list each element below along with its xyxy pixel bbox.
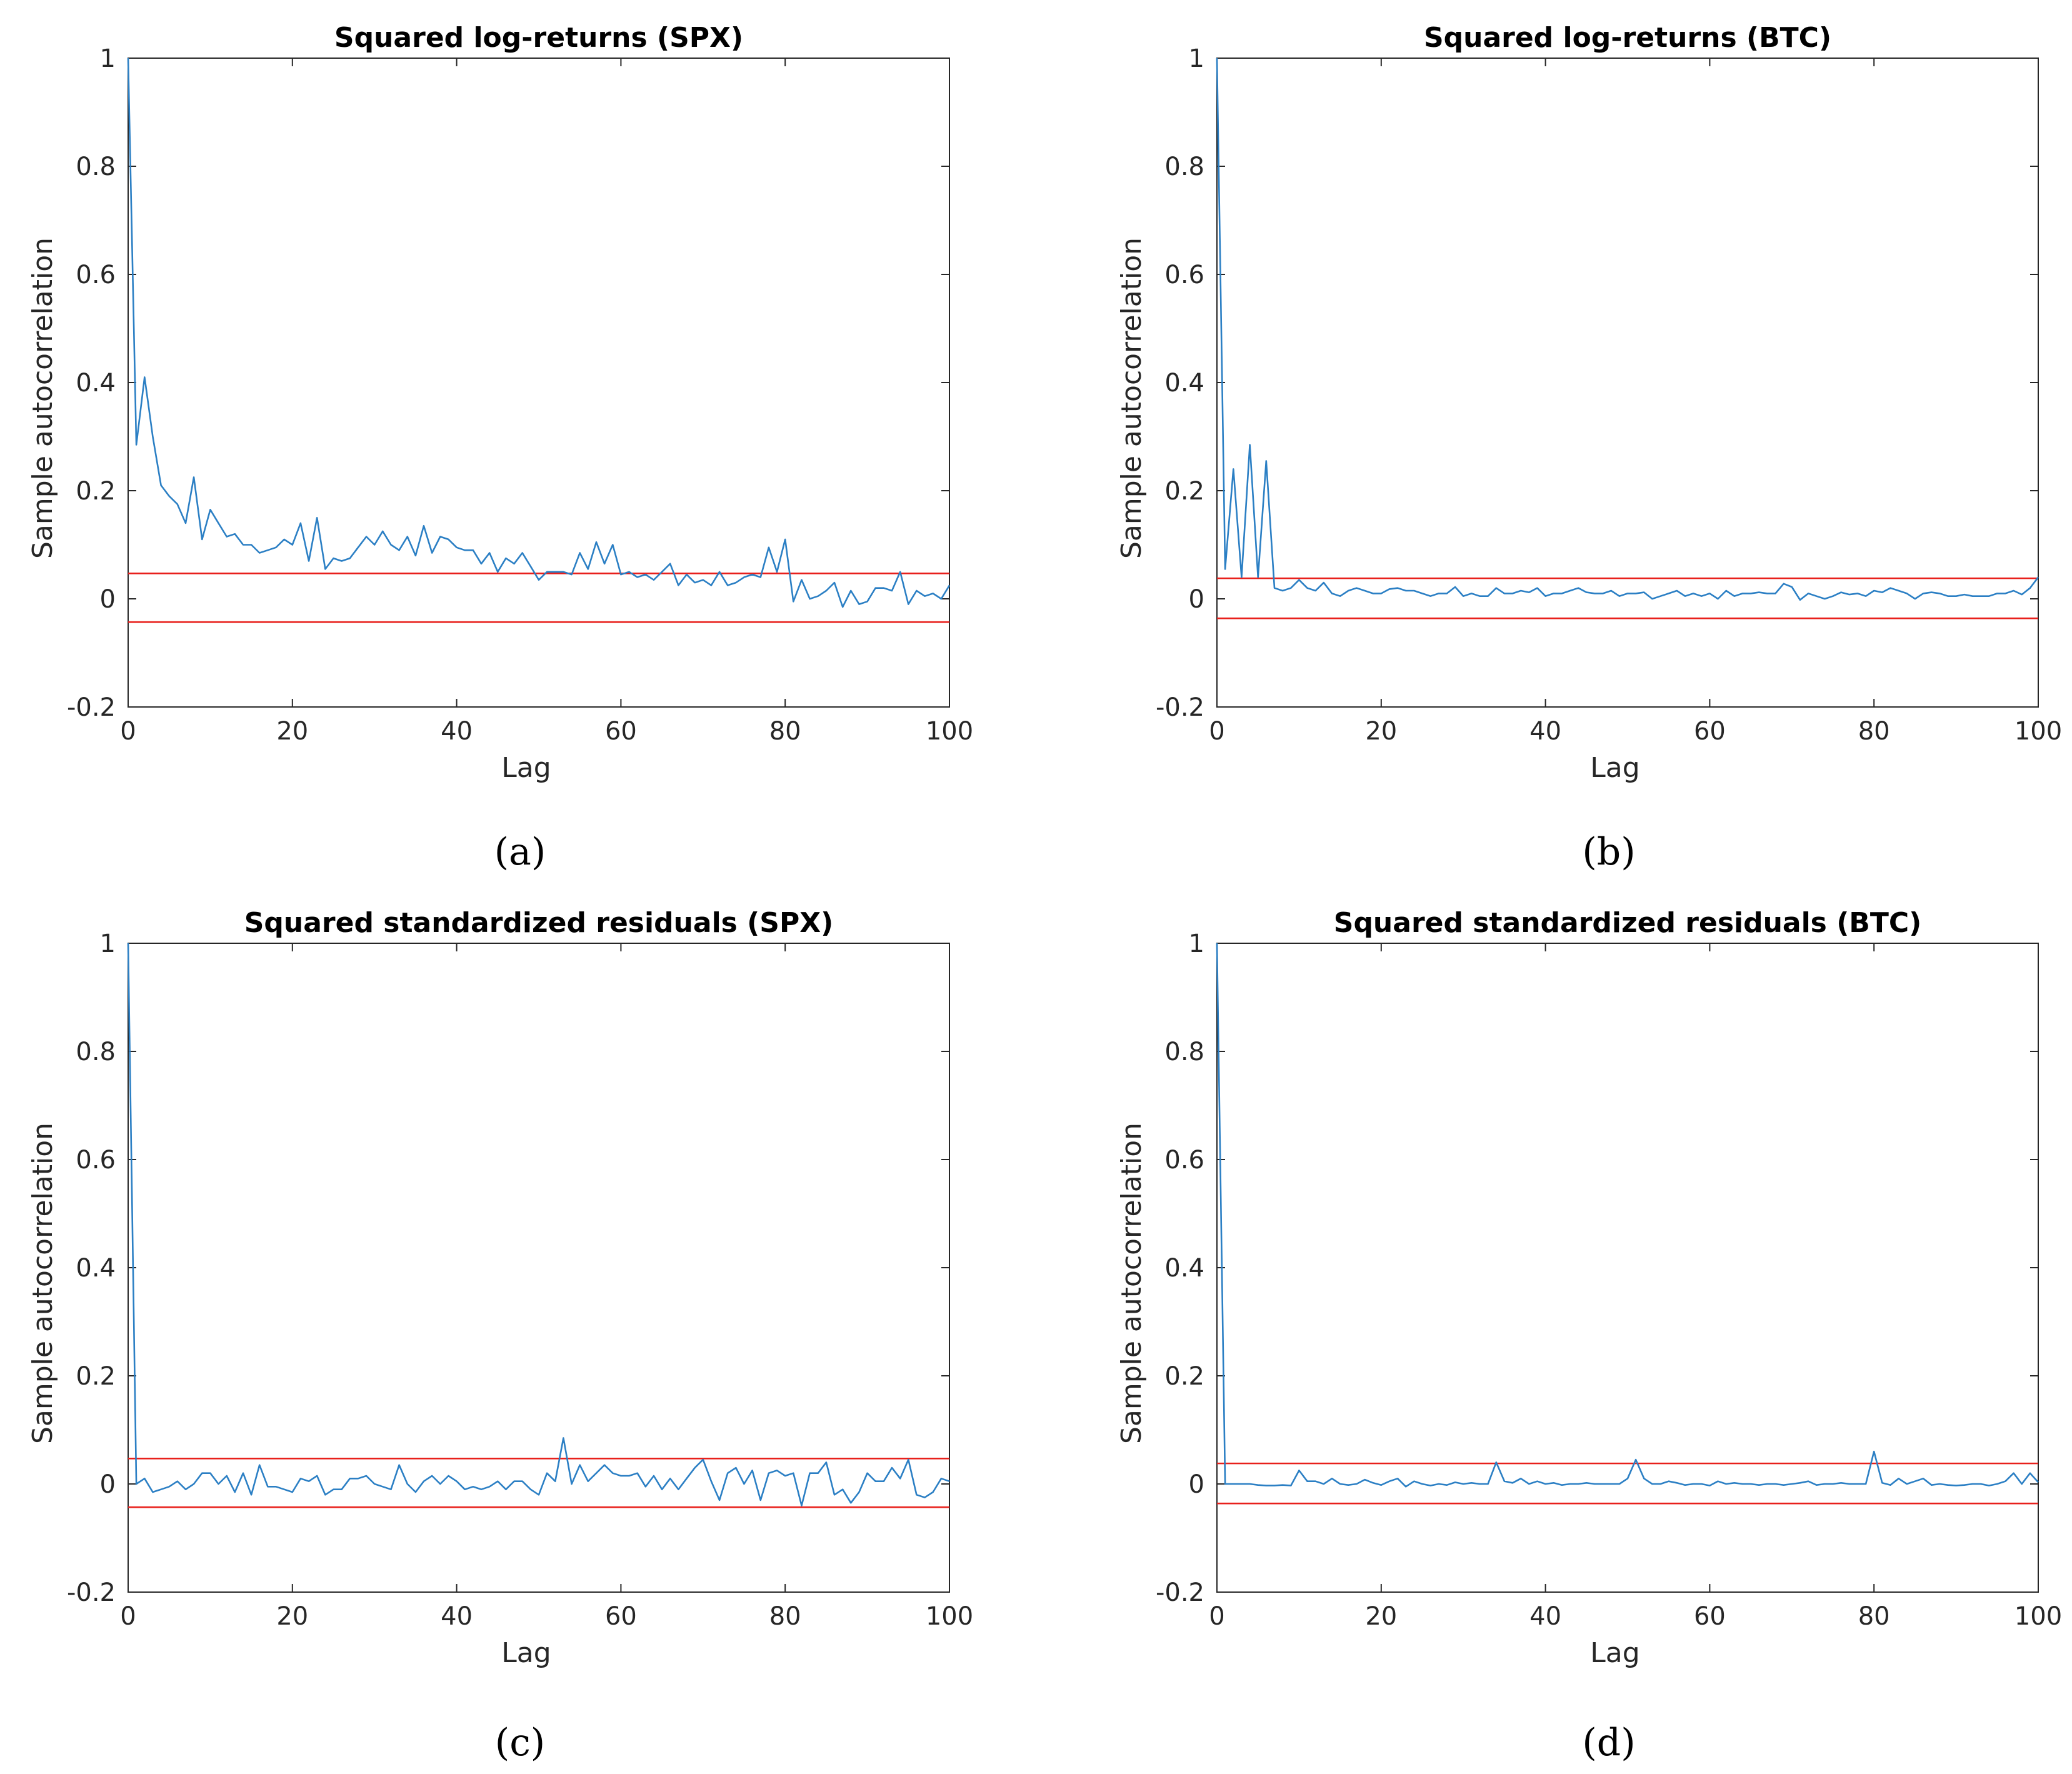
panel-a-y-tick-label: 0 bbox=[100, 585, 116, 614]
panel-a-y-tick-label: 0.2 bbox=[76, 477, 116, 506]
panel-b-x-axis-label: Lag bbox=[1590, 752, 1639, 784]
panel-b-y-tick-label: 0.2 bbox=[1164, 477, 1204, 506]
panel-a-acf-series-line bbox=[127, 58, 951, 608]
panel-b-y-tick-label: 0.4 bbox=[1164, 369, 1204, 398]
panel-d-y-tick-label: 1 bbox=[1189, 930, 1204, 958]
panel-b-y-tick-label: 0 bbox=[1189, 585, 1204, 614]
panel-c-y-axis-label: Sample autocorrelation bbox=[27, 1123, 59, 1444]
panel-d-x-tick-label: 60 bbox=[1694, 1602, 1726, 1631]
panel-a-y-tick-label: 0.4 bbox=[76, 369, 116, 398]
panel-c-y-tick-label: 0.6 bbox=[76, 1146, 116, 1175]
panel-a-x-axis-label: Lag bbox=[501, 752, 551, 784]
panel-a-x-tick-label: 20 bbox=[276, 717, 308, 746]
panel-c-acf-series-line bbox=[127, 943, 950, 1506]
panel-d-x-tick-label: 20 bbox=[1365, 1602, 1397, 1631]
panel-a-plot-frame bbox=[128, 58, 950, 708]
panel-d-x-tick-label: 80 bbox=[1858, 1602, 1890, 1631]
panel-d-y-axis-label: Sample autocorrelation bbox=[1116, 1123, 1148, 1444]
panel-a-caption: (a) bbox=[494, 830, 546, 874]
panel-a-y-tick-label: 0.6 bbox=[76, 261, 116, 289]
panel-b-y-tick-label: 0.6 bbox=[1164, 261, 1204, 289]
panel-a-x-tick-label: 40 bbox=[441, 717, 473, 746]
panel-b-x-tick-label: 20 bbox=[1365, 717, 1397, 746]
panel-d-x-tick-label: 0 bbox=[1209, 1602, 1224, 1631]
panel-c-y-tick-label: 0.2 bbox=[76, 1362, 116, 1391]
panel-a-y-tick-label: 0.8 bbox=[76, 153, 116, 181]
panel-b-x-tick-label: 0 bbox=[1209, 717, 1224, 746]
panel-a-title: Squared log-returns (SPX) bbox=[334, 22, 743, 54]
panel-d-y-tick-label: 0.4 bbox=[1164, 1254, 1204, 1283]
panel-c-x-tick-label: 60 bbox=[605, 1602, 637, 1631]
panel-b-y-tick-label: 0.8 bbox=[1164, 153, 1204, 181]
panel-b-y-tick-label: -0.2 bbox=[1156, 693, 1204, 722]
panel-c-y-tick-label: 0.8 bbox=[76, 1038, 116, 1066]
panel-d-title: Squared standardized residuals (BTC) bbox=[1334, 907, 1922, 939]
panel-d-x-axis-label: Lag bbox=[1590, 1637, 1639, 1669]
panel-b-y-tick-label: 1 bbox=[1189, 44, 1204, 73]
panel-b-y-axis-label: Sample autocorrelation bbox=[1116, 238, 1148, 559]
panel-a-y-axis-label: Sample autocorrelation bbox=[27, 238, 59, 559]
panel-d-acf-series-line bbox=[1216, 943, 2039, 1488]
panel-b-x-tick-label: 60 bbox=[1694, 717, 1726, 746]
panel-d-caption: (d) bbox=[1582, 1721, 1635, 1765]
panel-a-x-tick-label: 0 bbox=[120, 717, 136, 746]
panel-c-x-tick-label: 0 bbox=[120, 1602, 136, 1631]
panel-d-x-tick-label: 100 bbox=[2014, 1602, 2062, 1631]
panel-b-plot-frame bbox=[1216, 58, 2039, 708]
panel-a-y-tick-label: 1 bbox=[100, 44, 116, 73]
panel-b-title: Squared log-returns (BTC) bbox=[1424, 22, 1831, 54]
panel-a-x-tick-label: 100 bbox=[926, 717, 973, 746]
panel-b-acf-series-line bbox=[1216, 58, 2039, 601]
panel-c-x-tick-label: 80 bbox=[769, 1602, 801, 1631]
panel-b-caption: (b) bbox=[1582, 830, 1635, 874]
panel-d-plot-frame bbox=[1216, 943, 2039, 1593]
panel-c-y-tick-label: 0.4 bbox=[76, 1254, 116, 1283]
panel-c-x-tick-label: 40 bbox=[441, 1602, 473, 1631]
panel-c-x-axis-label: Lag bbox=[501, 1637, 551, 1669]
panel-a-x-tick-label: 80 bbox=[769, 717, 801, 746]
panel-c-caption: (c) bbox=[495, 1721, 545, 1765]
panel-c-x-tick-label: 100 bbox=[926, 1602, 973, 1631]
panel-b-x-tick-label: 100 bbox=[2014, 717, 2062, 746]
panel-d-y-tick-label: 0.6 bbox=[1164, 1146, 1204, 1175]
panel-c-y-tick-label: 0 bbox=[100, 1470, 116, 1499]
panel-c-x-tick-label: 20 bbox=[276, 1602, 308, 1631]
panel-c-y-tick-label: 1 bbox=[100, 930, 116, 958]
panel-d-y-tick-label: 0.8 bbox=[1164, 1038, 1204, 1066]
panel-b-x-tick-label: 40 bbox=[1529, 717, 1561, 746]
panel-c-y-tick-label: -0.2 bbox=[67, 1578, 116, 1607]
panel-a-x-tick-label: 60 bbox=[605, 717, 637, 746]
panel-a-y-tick-label: -0.2 bbox=[67, 693, 116, 722]
panel-d-y-tick-label: 0 bbox=[1189, 1470, 1204, 1499]
panel-d-y-tick-label: 0.2 bbox=[1164, 1362, 1204, 1391]
panel-b-x-tick-label: 80 bbox=[1858, 717, 1890, 746]
panel-c-title: Squared standardized residuals (SPX) bbox=[244, 907, 834, 939]
panel-d-y-tick-label: -0.2 bbox=[1156, 1578, 1204, 1607]
panel-d-x-tick-label: 40 bbox=[1529, 1602, 1561, 1631]
